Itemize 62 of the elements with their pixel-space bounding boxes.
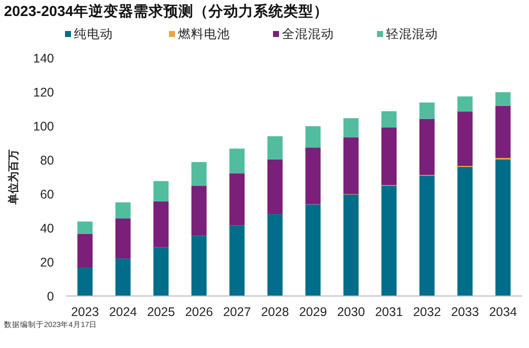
legend-label: 燃料电池 [178,27,230,41]
x-tick-label: 2028 [261,305,289,319]
bar [267,136,283,160]
bar [419,118,435,175]
y-tick-label: 20 [40,256,54,270]
bar [495,106,511,158]
x-tick-label: 2027 [223,305,251,319]
bar [229,148,245,174]
y-tick-label: 100 [33,120,54,134]
y-tick-label: 80 [40,154,54,168]
chart-title: 2023-2034年逆变器需求预测（分动力系统类型） [4,2,328,20]
legend-label: 轻混混动 [386,27,438,41]
bar [381,111,397,128]
y-tick-label: 140 [33,52,54,66]
bar [457,166,473,296]
x-tick-label: 2030 [337,305,365,319]
bar [305,148,321,204]
bar [191,236,207,296]
bar [153,247,169,296]
bar [419,102,435,119]
bar [115,202,131,218]
bar [115,258,131,296]
bar [343,137,359,194]
y-tick-label: 40 [40,222,54,236]
bar [495,92,511,106]
bar [191,186,207,236]
bar [381,128,397,186]
bar [343,118,359,138]
bar [457,112,473,166]
x-tick-label: 2029 [299,305,327,319]
legend-label: 全混混动 [282,27,334,41]
x-tick-label: 2024 [109,305,137,319]
x-tick-label: 2033 [451,305,479,319]
bar [191,162,207,186]
x-tick-label: 2031 [375,305,403,319]
x-tick-label: 2025 [147,305,175,319]
bar [229,173,245,226]
bar [267,159,283,214]
legend-label: 纯电动 [74,27,113,41]
bar [343,194,359,296]
bar [77,268,93,296]
y-tick-label: 60 [40,188,54,202]
bar [267,214,283,296]
x-tick-label: 2034 [489,305,517,319]
bar [305,204,321,296]
bar [77,234,93,268]
y-tick-label: 0 [47,290,54,304]
bar [229,225,245,296]
bar [381,186,397,296]
x-tick-label: 2032 [413,305,441,319]
y-tick-label: 120 [33,86,54,100]
bar [305,126,321,148]
bar [457,96,473,112]
bar [77,222,93,234]
y-axis-title: 单位为百万 [7,150,20,206]
bar [495,159,511,296]
bar [153,201,169,248]
bar [153,181,169,202]
x-tick-label: 2026 [185,305,213,319]
x-tick-label: 2023 [71,305,99,319]
bar [419,176,435,296]
bar [115,218,131,259]
